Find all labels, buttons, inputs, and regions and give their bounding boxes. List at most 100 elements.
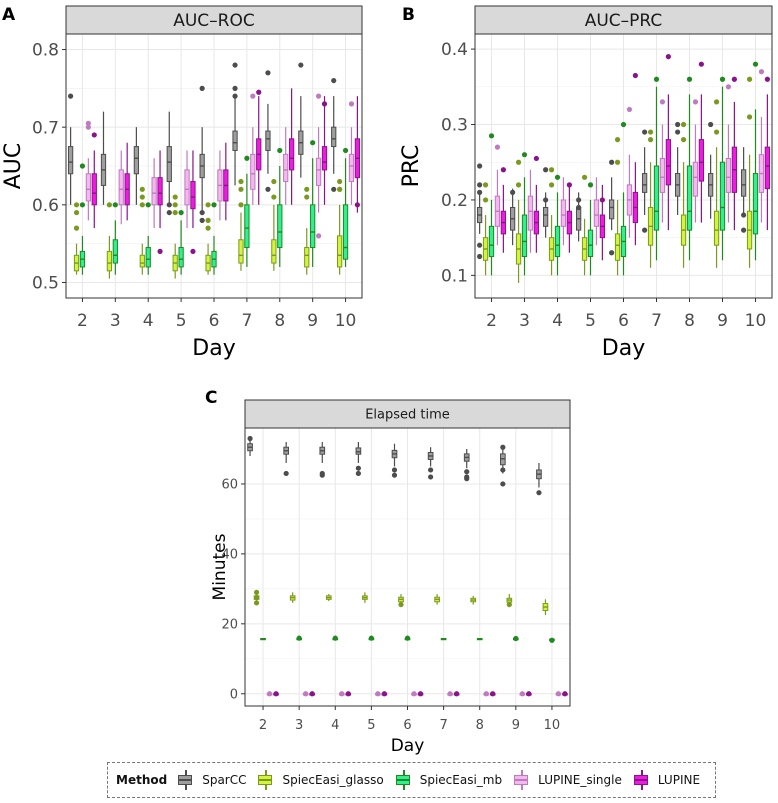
outlier-a-lupine-single-day9-1 — [315, 233, 322, 239]
outlier-c-sparcc-day8-0 — [464, 469, 470, 475]
outlier-b-sparcc-day8-1 — [675, 129, 681, 135]
outlier-b-lupine-single-day10-0 — [758, 69, 765, 75]
outlier-a-spieceasi-glasso-day4-1 — [139, 186, 145, 192]
legend-label-lupine: LUPINE — [657, 773, 701, 787]
outlier-c-lupine-day4-0 — [345, 691, 351, 697]
panel-auc-prc: B AUC–PRC 0.1 0.2 0.3 0.4 2 3 4 5 6 7 8 9 10 Day PRC — [399, 5, 773, 361]
y-tick-label-a-1: 0.6 — [32, 196, 59, 216]
outlier-c-sparcc-day10-0 — [536, 490, 542, 496]
box-a-lupine-single-day2 — [85, 173, 91, 202]
outlier-c-lupine-day5-0 — [381, 691, 387, 697]
outlier-b-sparcc-day2-0 — [477, 163, 483, 169]
outlier-b-lupine-day2-0 — [500, 167, 506, 173]
box-b-sparcc-day10 — [740, 169, 747, 197]
x-axis-title-c: Day — [391, 736, 425, 756]
outlier-a-spieceasi-glasso-day10-2 — [337, 186, 343, 192]
outlier-a-spieceasi-glasso-day4-0 — [139, 202, 145, 208]
outlier-b-sparcc-day8-0 — [675, 121, 681, 128]
outlier-b-sparcc-day10-0 — [741, 212, 747, 218]
legend-item-spieceasi-glasso: SpiecEasi_glasso — [255, 770, 384, 790]
x-tick-label-a-7: 9 — [307, 311, 318, 331]
legend-title: Method — [116, 773, 168, 787]
outlier-c-spieceasi-glasso-day2-0 — [253, 589, 260, 595]
outlier-a-spieceasi-glasso-day7-2 — [238, 202, 244, 208]
outlier-c-sparcc-day8-2 — [464, 476, 470, 482]
outlier-b-sparcc-day3-0 — [510, 189, 516, 195]
box-a-sparcc-day7 — [232, 130, 238, 151]
legend-key-lupine-single — [511, 770, 533, 790]
legend-item-lupine: LUPINE — [631, 770, 700, 790]
outlier-a-spieceasi-glasso-day5-2 — [172, 209, 178, 216]
strip-title-a: AUC–ROC — [173, 11, 255, 31]
box-a-spieceasi-glasso-day4 — [139, 254, 145, 268]
outlier-b-spieceasi-mb-day4-0 — [554, 174, 561, 180]
outlier-c-lupine-day2-0 — [273, 691, 279, 697]
box-a-spieceasi-mb-day7 — [244, 204, 250, 249]
legend-label-sparcc: SparCC — [202, 773, 247, 787]
outlier-a-spieceasi-mb-day6-0 — [211, 202, 217, 208]
outlier-b-sparcc-day7-1 — [642, 227, 648, 233]
outlier-b-sparcc-day6-1 — [609, 250, 615, 256]
x-tick-label-a-3: 5 — [176, 311, 187, 331]
outlier-a-sparcc-day5-1 — [166, 209, 172, 216]
legend-label-lupine-single: LUPINE_single — [538, 773, 622, 787]
box-a-lupine-single-day7 — [250, 153, 256, 190]
outlier-a-sparcc-day7-0 — [232, 62, 238, 68]
outlier-a-spieceasi-mb-day10-0 — [342, 147, 349, 154]
outlier-b-lupine-single-day9-0 — [725, 84, 732, 90]
outlier-b-lupine-day5-0 — [599, 197, 605, 203]
x-tick-label-b-3: 5 — [585, 311, 596, 331]
outlier-c-spieceasi-glasso-day2-1 — [253, 594, 260, 601]
outlier-b-spieceasi-glasso-day4-0 — [548, 167, 555, 173]
outlier-b-lupine-day9-0 — [731, 76, 737, 82]
outlier-a-sparcc-day8-1 — [265, 186, 271, 192]
box-b-lupine-single-day7 — [659, 157, 666, 193]
outlier-a-lupine-single-day9-0 — [315, 93, 322, 99]
outlier-c-sparcc-day5-1 — [355, 470, 361, 477]
outlier-b-spieceasi-mb-day5-0 — [587, 182, 594, 188]
outlier-a-spieceasi-glasso-day2-0 — [73, 202, 80, 208]
box-a-spieceasi-mb-day9 — [310, 204, 316, 249]
y-tick-label-a-3: 0.8 — [32, 41, 59, 61]
box-b-spieceasi-mb-day3 — [521, 214, 528, 258]
box-b-spieceasi-glasso-day9 — [713, 210, 720, 246]
outlier-c-lupine-day8-0 — [490, 691, 496, 697]
outlier-c-sparcc-day4-1 — [319, 472, 325, 478]
box-a-spieceasi-glasso-day10 — [337, 235, 343, 268]
outlier-b-lupine-single-day6-0 — [626, 106, 633, 113]
y-tick-label-c-3: 60 — [221, 478, 238, 493]
x-tick-label-c-0: 2 — [259, 718, 267, 733]
x-tick-label-a-8: 10 — [335, 311, 357, 331]
y-tick-label-c-1: 20 — [221, 618, 238, 633]
outlier-c-lupine-day7-0 — [454, 691, 460, 697]
outlier-c-lupine-single-day3-0 — [303, 691, 309, 697]
outlier-a-spieceasi-mb-day7-0 — [244, 155, 250, 161]
outlier-b-spieceasi-mb-day2-0 — [488, 133, 495, 139]
outlier-a-spieceasi-glasso-day6-1 — [205, 217, 211, 223]
x-tick-label-a-6: 8 — [274, 311, 285, 331]
box-b-spieceasi-mb-day2 — [488, 225, 495, 258]
panel-letter-c: C — [205, 388, 217, 408]
box-a-lupine-single-day8 — [283, 153, 289, 183]
outlier-a-sparcc-day5-0 — [166, 202, 172, 208]
outlier-c-spieceasi-mb-day3-0 — [296, 635, 302, 641]
box-b-lupine-single-day3 — [527, 195, 534, 231]
outlier-c-lupine-single-day4-0 — [339, 691, 345, 697]
x-tick-label-b-2: 4 — [552, 311, 563, 331]
outlier-c-sparcc-day9-2 — [500, 481, 506, 487]
outlier-c-lupine-day6-0 — [417, 691, 424, 697]
outlier-c-spieceasi-glasso-day2-2 — [253, 600, 260, 606]
box-a-spieceasi-mb-day3 — [112, 239, 118, 264]
outlier-a-lupine-day10-0 — [354, 202, 360, 208]
outlier-c-lupine-day9-0 — [526, 691, 532, 697]
box-a-sparcc-day5 — [166, 146, 172, 183]
box-a-lupine-single-day5 — [184, 169, 190, 206]
box-a-spieceasi-glasso-day3 — [106, 250, 113, 272]
outlier-b-sparcc-day2-1 — [477, 182, 483, 188]
outlier-a-spieceasi-glasso-day2-2 — [73, 225, 80, 231]
outlier-b-spieceasi-glasso-day2-1 — [482, 197, 489, 203]
y-tick-label-a-0: 0.5 — [32, 274, 59, 294]
box-b-spieceasi-mb-day9 — [719, 161, 726, 231]
legend-item-spieceasi-mb: SpiecEasi_mb — [393, 770, 502, 790]
outlier-c-sparcc-day7-0 — [428, 467, 434, 473]
